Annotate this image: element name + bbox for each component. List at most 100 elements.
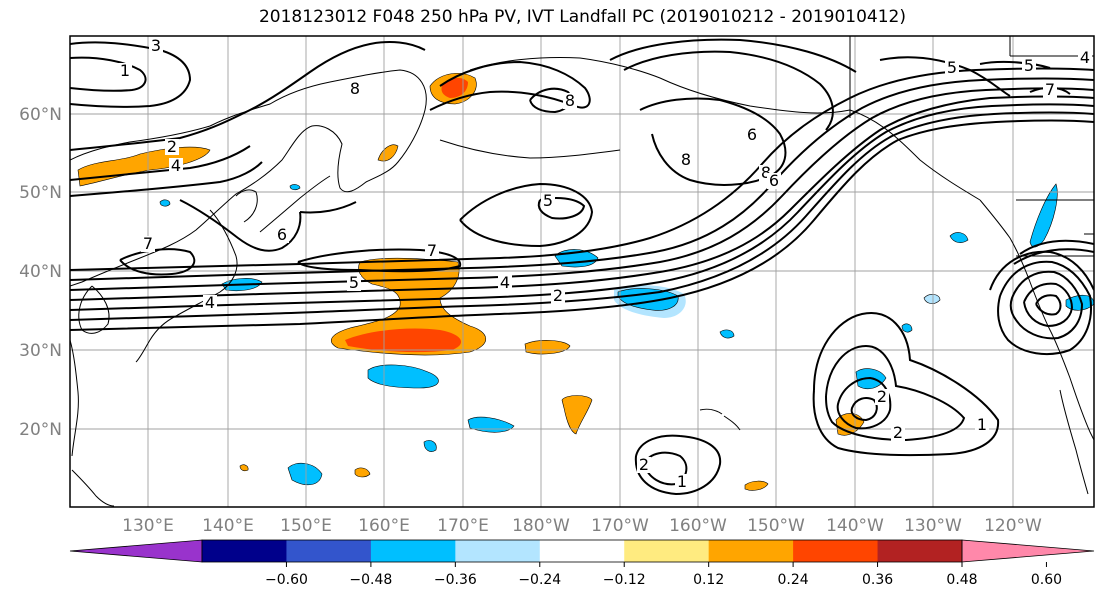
contour-label: 7 xyxy=(427,241,437,260)
contour-label-bg xyxy=(541,193,555,209)
kuril-islands xyxy=(259,175,331,233)
contour-ca-1 xyxy=(989,250,1094,291)
lat-label: 60°N xyxy=(19,105,62,125)
contour-label: 8 xyxy=(681,150,691,169)
longitude-labels: 130°E 140°E 150°E 160°E 170°E 180°W 170°W 160°W… xyxy=(122,516,1042,536)
colorbar-segment xyxy=(455,540,541,562)
contour-north-5 xyxy=(70,161,263,197)
contour-south-2 xyxy=(643,451,688,486)
neg-anomaly-coast xyxy=(1029,183,1058,248)
contour-label-bg xyxy=(149,38,163,54)
contour-label: 2 xyxy=(877,387,887,406)
pos-anomaly-east-1 xyxy=(524,340,571,355)
philippines-coast xyxy=(71,469,115,507)
contour-n5-inner xyxy=(537,197,586,220)
contour-central-7 xyxy=(297,248,462,273)
china-coast xyxy=(70,339,79,457)
pos-anomaly-small-4 xyxy=(239,464,249,472)
contour-label: 7 xyxy=(1045,80,1055,99)
contour-label-bg xyxy=(551,288,565,304)
colorbar-segment xyxy=(793,540,879,562)
contour-jet-4 xyxy=(70,87,1094,291)
contour-north-3 xyxy=(70,41,426,151)
colorbar-tick-label: 0.36 xyxy=(862,572,893,588)
colorbar-tick-label: −0.60 xyxy=(265,572,308,588)
lat-label: 30°N xyxy=(19,341,62,361)
colorbar-tick-label: 0.60 xyxy=(1031,572,1062,588)
contour-n8-1 xyxy=(429,60,591,111)
contour-jet-3 xyxy=(70,111,1094,321)
colorbar-segment xyxy=(708,540,794,562)
contour-label: 4 xyxy=(171,156,181,175)
pos-anomaly-small-3 xyxy=(744,480,769,491)
hawaii-islands xyxy=(699,408,741,431)
contour-label: 2 xyxy=(639,455,649,474)
lon-label: 140°W xyxy=(826,516,884,536)
contour-east-7 xyxy=(623,50,834,131)
map-frame xyxy=(69,35,1095,508)
contour-label-bg xyxy=(891,425,905,441)
contour-sub-3 xyxy=(836,376,892,430)
colorbar-tick-label: −0.12 xyxy=(603,572,646,588)
pos-anomaly-kamchatka-core xyxy=(441,77,468,98)
contour-label-bg xyxy=(425,243,439,259)
contour-label-bg xyxy=(637,457,651,473)
pos-anomaly-small-2 xyxy=(354,467,371,478)
contour-label: 4 xyxy=(500,273,510,292)
neg-anomaly-small-6 xyxy=(949,232,969,243)
contour-label-bg xyxy=(679,152,693,168)
japan-coast xyxy=(135,189,258,363)
neg-anomaly-mid xyxy=(367,364,439,389)
colorbar-tick-label: −0.36 xyxy=(434,572,477,588)
contour-label-bg xyxy=(767,173,781,189)
lat-label: 40°N xyxy=(19,262,62,282)
contour-label: 8 xyxy=(565,91,575,110)
contour-jet-2 xyxy=(70,103,1094,311)
contour-label-bg xyxy=(1043,82,1057,98)
contour-loop-6-2 xyxy=(299,201,357,214)
colorbar-extend-min xyxy=(69,539,203,563)
contour-loop-6-1 xyxy=(179,199,302,252)
neg-anomaly-small-4 xyxy=(901,323,913,333)
contour-label: 5 xyxy=(1024,56,1034,75)
contour-label: 2 xyxy=(167,137,177,156)
lat-label: 50°N xyxy=(19,183,62,203)
contour-label: 6 xyxy=(277,225,287,244)
contour-label: 5 xyxy=(349,273,359,292)
colorbar-tick-label: 0.24 xyxy=(778,572,809,588)
neg-anomaly-small-8 xyxy=(289,184,301,191)
contour-ca-5 xyxy=(1035,294,1062,316)
lat-label: 20°N xyxy=(19,420,62,440)
contour-label-bg xyxy=(945,60,959,76)
contour-ca-3 xyxy=(1009,270,1084,340)
neg-anomaly-small-3 xyxy=(719,329,735,339)
contour-label: 5 xyxy=(543,191,553,210)
contour-label: 6 xyxy=(747,125,757,144)
neg-anomaly-small-5 xyxy=(923,294,941,304)
contour-label-bg xyxy=(1078,50,1092,66)
contour-east-6 xyxy=(609,38,857,73)
contour-north-2 xyxy=(70,56,147,92)
contour-jet-7 xyxy=(70,119,1094,331)
contour-label: 1 xyxy=(977,415,987,434)
contour-label: 6 xyxy=(769,171,779,190)
lon-label: 160°E xyxy=(358,516,410,536)
alaska-coast xyxy=(469,57,981,201)
neg-anomaly-south-west xyxy=(287,462,323,486)
neg-anomaly-small-7 xyxy=(159,199,171,207)
contour-sub-1 xyxy=(812,312,1000,457)
contour-north-4 xyxy=(70,145,251,181)
contour-label-bg xyxy=(275,227,289,243)
contour-label-bg xyxy=(347,275,361,291)
contour-label: 7 xyxy=(143,234,153,253)
pos-anomaly-north-japan xyxy=(77,146,211,187)
contour-ca-2 xyxy=(997,260,1092,356)
contour-n5 xyxy=(459,182,594,248)
contour-label-bg xyxy=(169,158,183,174)
lon-label: 130°W xyxy=(904,516,962,536)
colorbar-extend-max xyxy=(961,539,1095,563)
contour-label-bg xyxy=(498,275,512,291)
contour-label-bg xyxy=(203,295,217,311)
colorbar-segment xyxy=(539,540,625,562)
